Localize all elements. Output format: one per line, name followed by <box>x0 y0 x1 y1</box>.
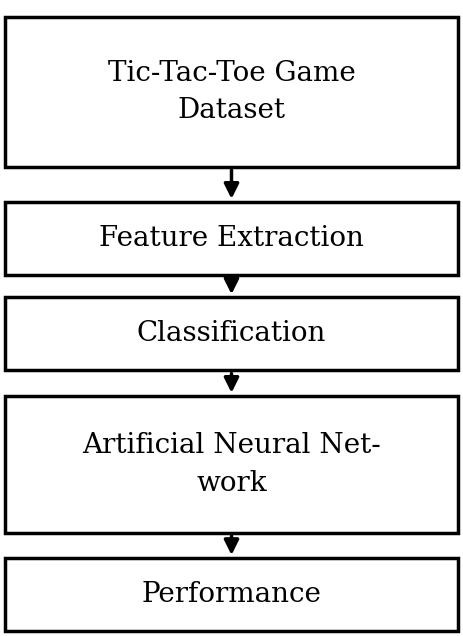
Bar <box>5 298 458 370</box>
Text: Tic-Tac-Toe Game
Dataset: Tic-Tac-Toe Game Dataset <box>107 60 356 125</box>
Bar <box>5 396 458 532</box>
Text: Performance: Performance <box>142 581 321 608</box>
Text: Feature Extraction: Feature Extraction <box>99 225 364 252</box>
Bar <box>5 202 458 275</box>
Text: Artificial Neural Net-
work: Artificial Neural Net- work <box>82 432 381 497</box>
Text: Classification: Classification <box>137 321 326 347</box>
Bar <box>5 558 458 631</box>
Bar <box>5 17 458 167</box>
